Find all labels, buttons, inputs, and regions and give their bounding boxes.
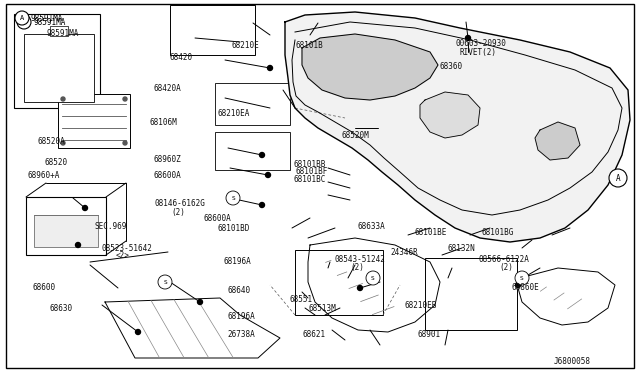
Text: 68960+A: 68960+A [28,171,60,180]
Text: A: A [20,15,24,21]
Bar [34,215,98,247]
Circle shape [123,141,127,145]
Text: 68960Z: 68960Z [154,155,181,164]
Text: A: A [22,19,26,25]
Polygon shape [518,268,615,325]
Circle shape [17,15,31,29]
Circle shape [268,65,273,71]
Text: J6800058: J6800058 [554,357,591,366]
Circle shape [465,35,470,41]
Text: 68420A: 68420A [154,84,181,93]
Text: 98591MA: 98591MA [33,17,65,26]
Polygon shape [308,238,440,332]
Text: (2): (2) [172,208,186,217]
Text: 98591MA: 98591MA [47,29,79,38]
Text: 68520: 68520 [45,158,68,167]
Text: 68420: 68420 [170,53,193,62]
Text: 68633A: 68633A [357,222,385,231]
Bar [14,14,100,108]
Circle shape [358,285,362,291]
Text: 68640: 68640 [227,286,250,295]
Circle shape [609,169,627,187]
Bar [425,258,517,330]
Text: 68132N: 68132N [448,244,476,253]
Circle shape [366,271,380,285]
Polygon shape [105,298,280,358]
Text: 26738A: 26738A [227,330,255,339]
Text: 68106M: 68106M [150,118,177,126]
Circle shape [259,202,264,208]
Circle shape [123,97,127,101]
Text: 68196A: 68196A [224,257,252,266]
Text: 68101BC: 68101BC [293,175,326,184]
Text: 68210EA: 68210EA [218,109,250,118]
Text: 68196A: 68196A [227,312,255,321]
Text: 08146-6162G: 08146-6162G [155,199,205,208]
Circle shape [226,191,240,205]
Circle shape [15,11,29,25]
Text: 98591MA: 98591MA [30,13,62,22]
Circle shape [259,153,264,157]
Text: 68520A: 68520A [37,137,65,146]
Text: 08543-51242: 08543-51242 [334,255,385,264]
Text: S: S [163,279,167,285]
Circle shape [266,173,271,177]
Bar [215,132,290,170]
Text: A: A [616,173,620,183]
Bar [215,83,290,125]
Bar [170,5,255,55]
Circle shape [158,275,172,289]
Circle shape [83,205,88,211]
Circle shape [76,243,81,247]
Circle shape [198,299,202,305]
Bar [58,94,130,148]
Text: 68210E: 68210E [232,41,259,50]
Bar [50,26,68,36]
Text: 68101B: 68101B [295,41,323,50]
Text: 68513M: 68513M [308,304,336,313]
Text: 00603-20930: 00603-20930 [456,39,506,48]
Text: 24346R: 24346R [390,248,418,257]
Circle shape [61,97,65,101]
Text: 68101BD: 68101BD [218,224,250,233]
Polygon shape [302,34,438,100]
Circle shape [136,330,141,334]
Text: RIVET(2): RIVET(2) [460,48,497,57]
Text: 68210EB: 68210EB [404,301,437,310]
Text: 08566-6122A: 08566-6122A [479,255,529,264]
Text: 68101BF: 68101BF [296,167,328,176]
Text: 68630: 68630 [50,304,73,313]
Polygon shape [535,122,580,160]
Text: 68520M: 68520M [342,131,369,140]
Circle shape [515,282,520,288]
Text: (2): (2) [499,263,513,272]
Text: 68600A: 68600A [204,214,231,223]
Text: 68600A: 68600A [154,171,181,180]
Text: 68101BB: 68101BB [293,160,326,169]
Text: 68901: 68901 [417,330,440,339]
Polygon shape [285,12,630,242]
Text: <2>: <2> [115,251,129,260]
Polygon shape [420,92,480,138]
Text: 68101BG: 68101BG [481,228,514,237]
Bar [295,250,383,315]
Text: 68360: 68360 [439,62,462,71]
Text: S: S [371,276,375,280]
Text: 68860E: 68860E [512,283,540,292]
Text: S: S [520,276,524,280]
Circle shape [61,141,65,145]
Text: SEC.969: SEC.969 [95,222,127,231]
Text: 08523-51642: 08523-51642 [101,244,152,253]
Text: 68551: 68551 [289,295,312,304]
Text: (2): (2) [351,263,365,272]
Bar [26,197,106,255]
Text: 68101BE: 68101BE [415,228,447,237]
Text: 68600: 68600 [32,283,55,292]
Text: 68621: 68621 [302,330,325,339]
Bar [24,34,94,102]
Circle shape [515,271,529,285]
Text: S: S [231,196,235,201]
